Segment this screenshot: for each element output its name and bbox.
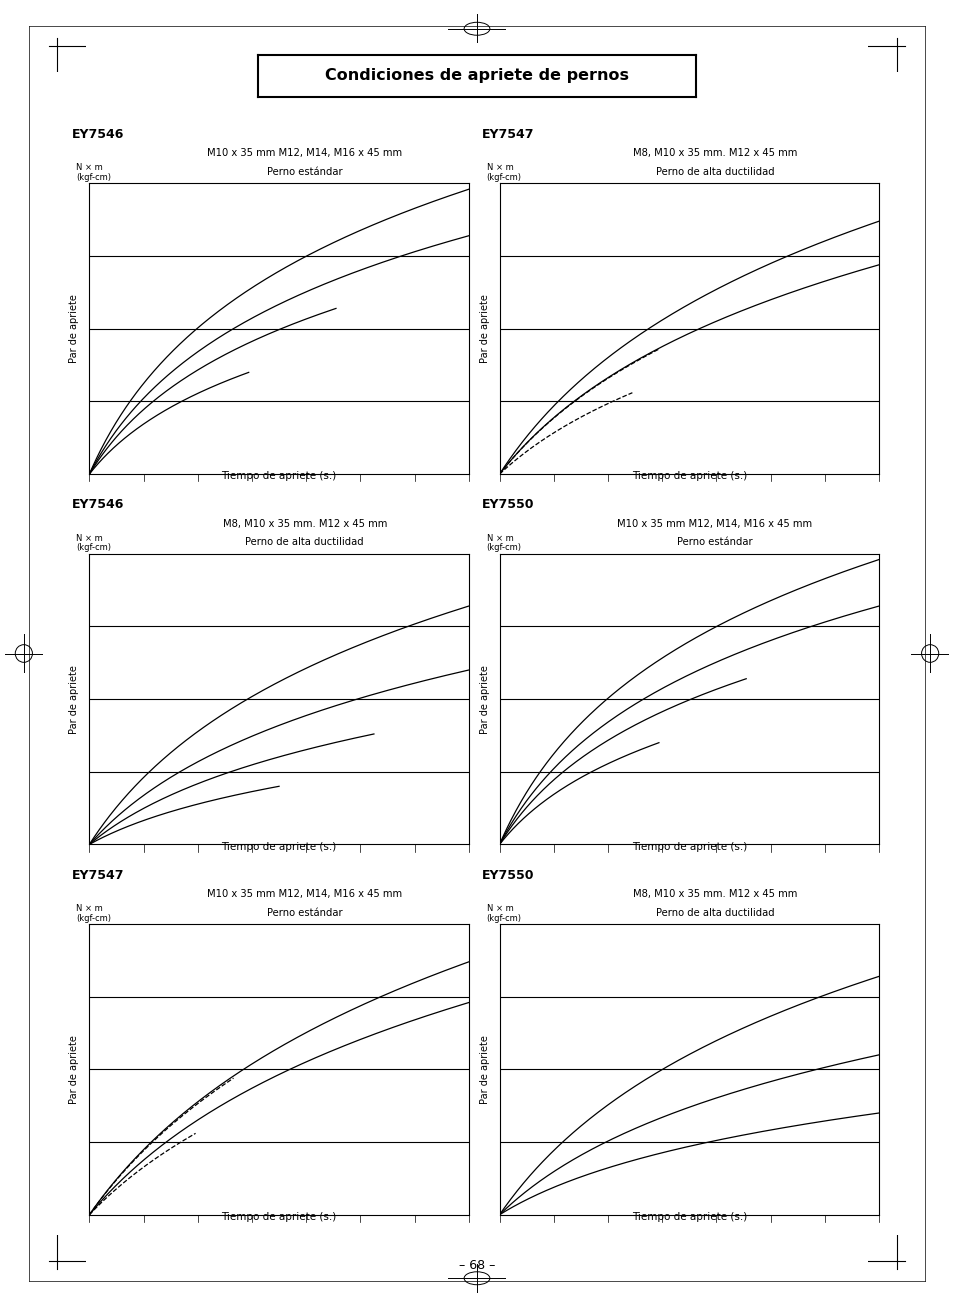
Text: Perno estándar: Perno estándar <box>267 907 342 918</box>
Text: N × m
(kgf-cm): N × m (kgf-cm) <box>486 533 521 553</box>
Text: EY7547: EY7547 <box>481 128 534 141</box>
Text: Perno de alta ductilidad: Perno de alta ductilidad <box>655 167 774 176</box>
Text: N × m
(kgf-cm): N × m (kgf-cm) <box>76 163 112 182</box>
Text: N × m
(kgf-cm): N × m (kgf-cm) <box>486 163 521 182</box>
Text: M10 x 35 mm M12, M14, M16 x 45 mm: M10 x 35 mm M12, M14, M16 x 45 mm <box>207 889 402 899</box>
Text: N × m
(kgf-cm): N × m (kgf-cm) <box>76 533 112 553</box>
Text: Par de apriete: Par de apriete <box>479 665 489 733</box>
Text: – 68 –: – 68 – <box>458 1259 495 1272</box>
Text: Par de apriete: Par de apriete <box>70 294 79 363</box>
Text: Tiempo de apriete (s.): Tiempo de apriete (s.) <box>221 842 336 852</box>
Text: Perno estándar: Perno estándar <box>677 537 752 548</box>
Text: Tiempo de apriete (s.): Tiempo de apriete (s.) <box>221 1212 336 1222</box>
Text: M10 x 35 mm M12, M14, M16 x 45 mm: M10 x 35 mm M12, M14, M16 x 45 mm <box>617 519 812 529</box>
Text: Par de apriete: Par de apriete <box>479 294 489 363</box>
Text: EY7550: EY7550 <box>481 498 534 511</box>
Text: Perno de alta ductilidad: Perno de alta ductilidad <box>245 537 364 548</box>
Text: N × m
(kgf-cm): N × m (kgf-cm) <box>486 904 521 923</box>
Text: M10 x 35 mm M12, M14, M16 x 45 mm: M10 x 35 mm M12, M14, M16 x 45 mm <box>207 149 402 158</box>
Text: N × m
(kgf-cm): N × m (kgf-cm) <box>76 904 112 923</box>
Text: EY7550: EY7550 <box>481 869 534 882</box>
Text: M8, M10 x 35 mm. M12 x 45 mm: M8, M10 x 35 mm. M12 x 45 mm <box>222 519 387 529</box>
Text: M8, M10 x 35 mm. M12 x 45 mm: M8, M10 x 35 mm. M12 x 45 mm <box>632 149 797 158</box>
Text: EY7547: EY7547 <box>71 869 124 882</box>
Text: Perno estándar: Perno estándar <box>267 167 342 176</box>
Text: Par de apriete: Par de apriete <box>70 665 79 733</box>
Text: Par de apriete: Par de apriete <box>479 1035 489 1104</box>
Text: Condiciones de apriete de pernos: Condiciones de apriete de pernos <box>325 68 628 84</box>
Text: Tiempo de apriete (s.): Tiempo de apriete (s.) <box>631 472 746 481</box>
Text: M8, M10 x 35 mm. M12 x 45 mm: M8, M10 x 35 mm. M12 x 45 mm <box>632 889 797 899</box>
Text: Perno de alta ductilidad: Perno de alta ductilidad <box>655 907 774 918</box>
Text: Tiempo de apriete (s.): Tiempo de apriete (s.) <box>221 472 336 481</box>
Text: EY7546: EY7546 <box>71 128 124 141</box>
Text: Tiempo de apriete (s.): Tiempo de apriete (s.) <box>631 842 746 852</box>
Text: Par de apriete: Par de apriete <box>70 1035 79 1104</box>
Text: Tiempo de apriete (s.): Tiempo de apriete (s.) <box>631 1212 746 1222</box>
Text: EY7546: EY7546 <box>71 498 124 511</box>
